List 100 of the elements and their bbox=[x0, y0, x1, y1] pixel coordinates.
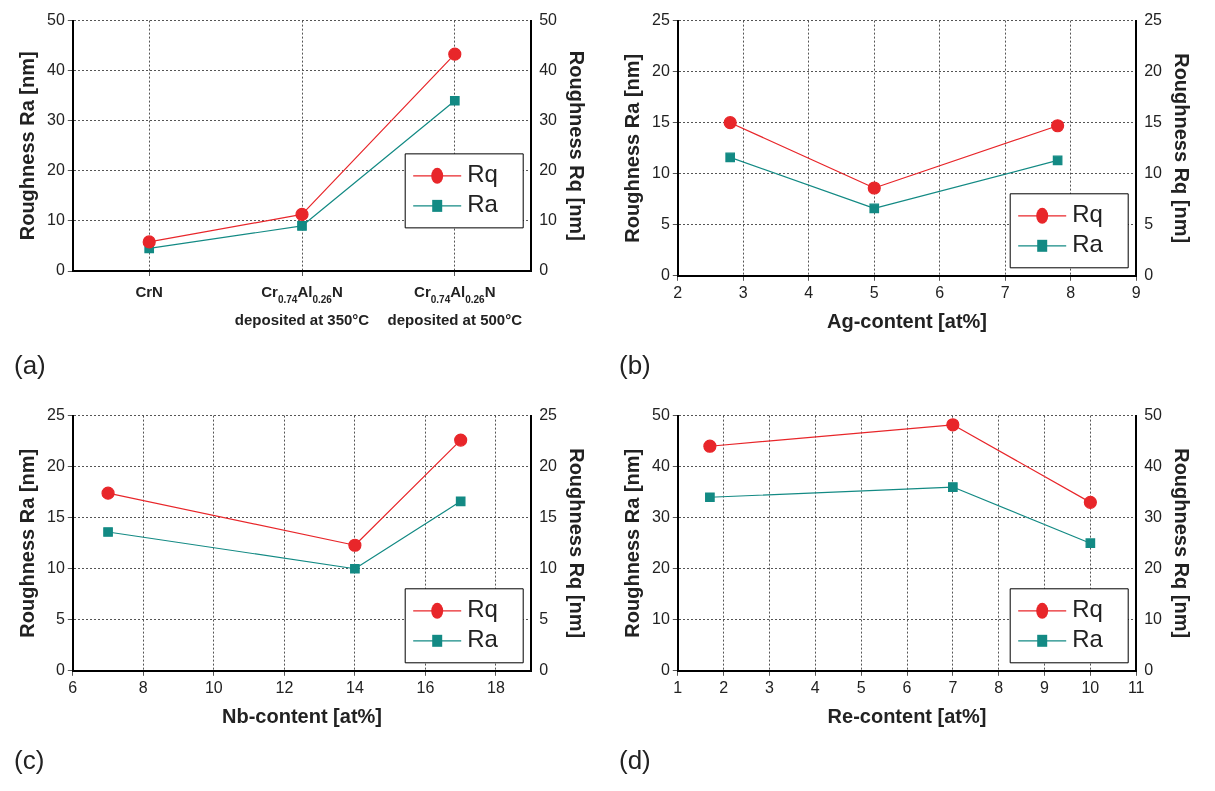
point bbox=[348, 538, 362, 552]
point bbox=[454, 433, 468, 447]
x-tick-label: 3 bbox=[738, 283, 748, 301]
y-tick-label: 20 bbox=[47, 457, 65, 475]
y2-tick-label: 20 bbox=[539, 161, 558, 179]
x-tick-label: 7 bbox=[948, 678, 958, 696]
y2-tick-label: 0 bbox=[1144, 661, 1154, 679]
legend-label: Rq bbox=[1072, 595, 1103, 623]
y-tick-label: 0 bbox=[55, 261, 65, 279]
y-tick-label: 10 bbox=[47, 211, 65, 229]
y2-tick-label: 15 bbox=[1144, 113, 1163, 131]
y-tick-label: 25 bbox=[652, 11, 670, 29]
point bbox=[1083, 495, 1097, 509]
x-tick-label: 4 bbox=[804, 283, 814, 301]
y-axis-title: Roughness Ra [nm] bbox=[15, 448, 38, 638]
y-tick-label: 50 bbox=[652, 406, 670, 424]
point bbox=[723, 116, 737, 130]
y2-tick-label: 40 bbox=[539, 61, 558, 79]
y2-tick-label: 30 bbox=[539, 111, 558, 129]
y-tick-label: 30 bbox=[47, 111, 65, 129]
point bbox=[867, 181, 881, 195]
legend-label: Ra bbox=[467, 190, 499, 218]
y2-tick-label: 25 bbox=[1144, 11, 1163, 29]
y-tick-label: 20 bbox=[652, 62, 670, 80]
y-tick-label: 10 bbox=[652, 164, 670, 182]
y2-tick-label: 50 bbox=[1144, 406, 1163, 424]
y2-tick-label: 20 bbox=[539, 457, 558, 475]
x-tick-label: 8 bbox=[138, 678, 148, 696]
x-tick-label: 12 bbox=[275, 678, 294, 696]
x-tick-label: 6 bbox=[68, 678, 78, 696]
x-tick-label: 6 bbox=[902, 678, 912, 696]
y2-tick-label: 40 bbox=[1144, 457, 1163, 475]
point bbox=[705, 492, 715, 503]
y-tick-label: 15 bbox=[652, 113, 670, 131]
y-tick-label: 30 bbox=[652, 508, 670, 526]
point bbox=[725, 152, 736, 163]
text: (c) bbox=[14, 745, 46, 776]
y2-tick-label: 50 bbox=[539, 11, 558, 29]
text: (d) bbox=[619, 745, 652, 776]
y-axis-title: Roughness Ra [nm] bbox=[620, 53, 643, 243]
point bbox=[946, 418, 960, 432]
legend-label: Ra bbox=[1072, 625, 1104, 653]
y2-tick-label: 10 bbox=[539, 559, 558, 577]
point bbox=[449, 95, 460, 106]
point bbox=[1052, 155, 1063, 166]
y-tick-label: 5 bbox=[55, 610, 65, 628]
x-tick-label: 8 bbox=[1066, 283, 1076, 301]
y2-tick-label: 15 bbox=[539, 508, 558, 526]
text: (a) bbox=[14, 350, 47, 381]
point bbox=[448, 47, 462, 61]
legend-label: Rq bbox=[467, 595, 498, 623]
y-tick-label: 15 bbox=[47, 508, 65, 526]
y-axis-title: Roughness Ra [nm] bbox=[620, 448, 643, 638]
point bbox=[142, 235, 156, 249]
y2-tick-label: 10 bbox=[1144, 164, 1163, 182]
x-tick-label: 14 bbox=[345, 678, 364, 696]
y2-axis-title: Roughness Rq [nm] bbox=[566, 50, 589, 241]
point bbox=[455, 496, 466, 507]
point bbox=[948, 482, 958, 492]
y2-tick-label: 5 bbox=[539, 610, 549, 628]
x-tick-label: 11 bbox=[1127, 678, 1145, 696]
legend-label: Rq bbox=[1072, 200, 1103, 228]
point bbox=[103, 527, 113, 537]
legend-label: Ra bbox=[1072, 230, 1104, 258]
y-tick-label: 20 bbox=[47, 161, 65, 179]
legend-label: Ra bbox=[467, 625, 499, 653]
x-tick-label: 3 bbox=[765, 678, 775, 696]
y-tick-label: 50 bbox=[47, 11, 65, 29]
point bbox=[1051, 119, 1065, 133]
x-tick-label: 9 bbox=[1040, 678, 1050, 696]
y2-tick-label: 25 bbox=[539, 406, 558, 424]
y-tick-label: 10 bbox=[652, 610, 670, 628]
y-tick-label: 5 bbox=[660, 215, 670, 233]
y2-tick-label: 0 bbox=[539, 261, 549, 279]
x-tick-label: 10 bbox=[204, 678, 223, 696]
y2-tick-label: 30 bbox=[1144, 508, 1163, 526]
y-tick-label: 40 bbox=[47, 61, 65, 79]
y-tick-label: 25 bbox=[47, 406, 65, 424]
y2-axis-title: Roughness Rq [nm] bbox=[1171, 448, 1194, 639]
y2-tick-label: 10 bbox=[1144, 610, 1163, 628]
x-tick-label: 4 bbox=[810, 678, 820, 696]
x-tick-label: CrN bbox=[135, 283, 163, 300]
point bbox=[295, 207, 309, 222]
x-tick-label: 18 bbox=[487, 678, 505, 696]
text: (b) bbox=[619, 350, 652, 381]
y-tick-label: 40 bbox=[652, 457, 670, 475]
legend-label: Rq bbox=[467, 160, 498, 188]
x-axis-title: Re-content [at%] bbox=[827, 704, 987, 727]
point bbox=[101, 486, 115, 500]
x-tick-label: 16 bbox=[416, 678, 435, 696]
y-tick-label: 20 bbox=[652, 559, 670, 577]
x-tick-label: 2 bbox=[673, 283, 683, 301]
y2-axis-title: Roughness Rq [nm] bbox=[1171, 53, 1194, 244]
y-tick-label: 10 bbox=[47, 559, 65, 577]
x-tick-label: 8 bbox=[994, 678, 1004, 696]
x-axis-title: Ag-content [at%] bbox=[827, 309, 987, 332]
x-tick-label: 1 bbox=[673, 678, 683, 696]
x-tick-label: 7 bbox=[1000, 283, 1010, 301]
point bbox=[1085, 538, 1096, 549]
x-axis-title: Nb-content [at%] bbox=[222, 704, 382, 727]
